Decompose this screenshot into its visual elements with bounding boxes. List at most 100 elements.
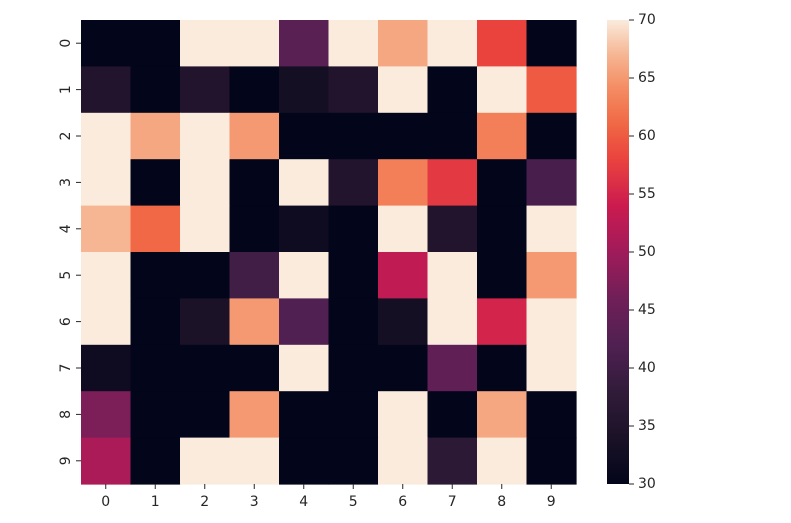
heatmap-cell [328, 66, 379, 114]
x-tick-label: 5 [349, 494, 358, 510]
heatmap-cell [427, 252, 478, 299]
x-tick-label: 4 [299, 494, 308, 510]
heatmap-cell [279, 391, 330, 439]
heatmap-cell [328, 205, 379, 253]
colorbar-tick-label: 35 [638, 418, 656, 434]
heatmap-cell [526, 66, 577, 114]
heatmap-cell [378, 66, 429, 114]
y-tick-label: 1 [58, 85, 74, 94]
heatmap-cell [81, 391, 132, 439]
colorbar-tick-label: 30 [638, 476, 656, 492]
heatmap-cell [378, 391, 429, 439]
heatmap-cell [81, 437, 132, 485]
heatmap-cell [328, 344, 379, 392]
heatmap-cell [130, 252, 181, 299]
heatmap-cell [328, 437, 379, 485]
heatmap-cell [477, 205, 528, 253]
heatmap-cell [130, 66, 181, 114]
x-tick-label: 0 [101, 494, 110, 510]
heatmap-cell [526, 391, 577, 439]
heatmap-cell [180, 344, 231, 392]
heatmap-cell [229, 298, 280, 346]
heatmap-cell [180, 298, 231, 346]
heatmap-cell [427, 66, 478, 114]
heatmap-cell [328, 20, 379, 67]
heatmap-cell [180, 252, 231, 299]
heatmap-cell [477, 344, 528, 392]
heatmap-cell [378, 205, 429, 253]
heatmap-cell [477, 391, 528, 439]
heatmap-cell [526, 112, 577, 160]
heatmap-cell [130, 205, 181, 253]
heatmap-cell [477, 66, 528, 114]
heatmap-cell [526, 20, 577, 67]
heatmap-cell [279, 252, 330, 299]
heatmap-cell [427, 205, 478, 253]
x-tick-label: 1 [151, 494, 160, 510]
x-tick-label: 7 [448, 494, 457, 510]
heatmap-cell [229, 391, 280, 439]
heatmap-cell [279, 437, 330, 485]
heatmap-cell [526, 344, 577, 392]
heatmap-cell [130, 20, 181, 67]
heatmap-cell [526, 159, 577, 207]
heatmap-cell [81, 252, 132, 299]
heatmap-cell [378, 159, 429, 207]
heatmap-cell [526, 298, 577, 346]
heatmap-cell [477, 112, 528, 160]
heatmap-cell [130, 437, 181, 485]
x-tick-label: 6 [398, 494, 407, 510]
heatmap-cell [229, 437, 280, 485]
y-tick-label: 5 [58, 271, 74, 280]
heatmap-cell [81, 159, 132, 207]
heatmap-cell [328, 391, 379, 439]
heatmap-cell [477, 20, 528, 67]
y-tick-label: 0 [58, 39, 74, 48]
heatmap-cell [279, 20, 330, 67]
heatmap-cell [229, 66, 280, 114]
heatmap-cell [130, 298, 181, 346]
heatmap-cell [279, 66, 330, 114]
heatmap-cell [279, 344, 330, 392]
y-tick-label: 6 [58, 317, 74, 326]
heatmap-cell [180, 66, 231, 114]
colorbar-tick-label: 65 [638, 70, 656, 86]
heatmap-cell [526, 437, 577, 485]
x-tick-label: 3 [250, 494, 259, 510]
heatmap-cell [477, 252, 528, 299]
heatmap-cell [279, 112, 330, 160]
heatmap-cell [427, 344, 478, 392]
heatmap-cell [477, 437, 528, 485]
heatmap-cell [81, 344, 132, 392]
heatmap-cell [180, 20, 231, 67]
heatmap-cell [180, 112, 231, 160]
heatmap-cell [229, 252, 280, 299]
x-axis: 0 1 2 3 4 5 6 7 8 9 [101, 484, 556, 510]
y-axis: 0 1 2 3 4 5 6 7 8 9 [58, 39, 81, 465]
y-tick-label: 9 [58, 456, 74, 465]
heatmap-cell [229, 159, 280, 207]
heatmap-cell [328, 298, 379, 346]
heatmap-cell [378, 252, 429, 299]
colorbar-tick-label: 60 [638, 128, 656, 144]
heatmap-cell [229, 344, 280, 392]
heatmap-cell [180, 437, 231, 485]
x-tick-label: 9 [547, 494, 556, 510]
heatmap-cell [81, 20, 132, 67]
heatmap-cell [130, 112, 181, 160]
y-tick-label: 2 [58, 132, 74, 141]
heatmap-cell [378, 344, 429, 392]
heatmap-cell [229, 112, 280, 160]
colorbar-tick-label: 55 [638, 186, 656, 202]
heatmap-cell [378, 437, 429, 485]
heatmap-cell [378, 298, 429, 346]
colorbar-tick-label: 70 [638, 12, 656, 28]
colorbar-tick-label: 50 [638, 244, 656, 260]
x-tick-label: 8 [497, 494, 506, 510]
y-tick-label: 8 [58, 410, 74, 419]
heatmap-cell [427, 298, 478, 346]
heatmap-cell [130, 159, 181, 207]
heatmap-cell [477, 159, 528, 207]
heatmap-cell [477, 298, 528, 346]
